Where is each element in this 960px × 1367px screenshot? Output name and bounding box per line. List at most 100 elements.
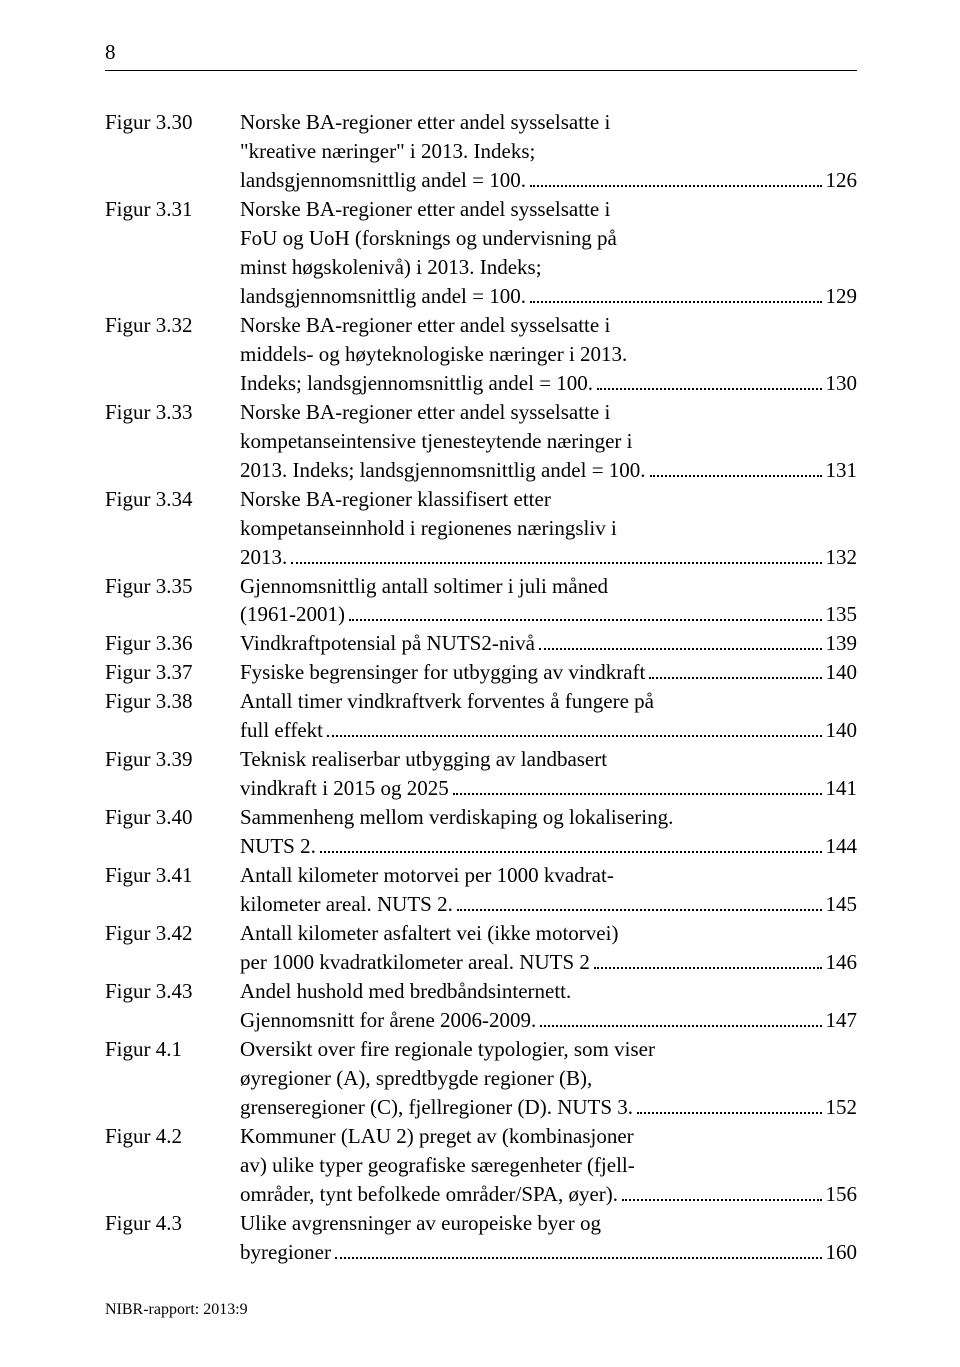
entry-line-dotted: Indeks; landsgjennomsnittlig andel = 100…: [240, 369, 857, 398]
entry-line-text: Indeks; landsgjennomsnittlig andel = 100…: [240, 369, 593, 398]
footer-text: NIBR-rapport: 2013:9: [105, 1301, 248, 1319]
entry-label: Figur 3.33: [105, 398, 240, 485]
entry-line: FoU og UoH (forsknings og undervisning p…: [240, 224, 857, 253]
entry-line-dotted: Fysiske begrensinger for utbygging av vi…: [240, 658, 857, 687]
toc-entry: Figur 3.39Teknisk realiserbar utbygging …: [105, 745, 857, 803]
entry-label: Figur 3.39: [105, 745, 240, 803]
toc-entry: Figur 3.40Sammenheng mellom verdiskaping…: [105, 803, 857, 861]
entry-line-text: 2013.: [240, 543, 287, 572]
toc-entry: Figur 3.34Norske BA-regioner klassifiser…: [105, 485, 857, 572]
entry-line-text: grenseregioner (C), fjellregioner (D). N…: [240, 1093, 633, 1122]
entry-line-text: områder, tynt befolkede områder/SPA, øye…: [240, 1180, 618, 1209]
entry-text: Norske BA-regioner klassifisert etterkom…: [240, 485, 857, 572]
entry-label: Figur 3.40: [105, 803, 240, 861]
entry-line: Sammenheng mellom verdiskaping og lokali…: [240, 803, 857, 832]
entry-label: Figur 3.41: [105, 861, 240, 919]
dot-leader: [530, 301, 822, 303]
entry-line: Antall timer vindkraftverk forventes å f…: [240, 687, 857, 716]
entry-line-dotted: områder, tynt befolkede områder/SPA, øye…: [240, 1180, 857, 1209]
entry-page-number: 141: [826, 774, 858, 803]
entry-label: Figur 3.32: [105, 311, 240, 398]
toc-entry: Figur 4.3Ulike avgrensninger av europeis…: [105, 1209, 857, 1267]
entry-label: Figur 4.3: [105, 1209, 240, 1267]
dot-leader: [335, 1257, 822, 1259]
entry-line-text: landsgjennomsnittlig andel = 100.: [240, 166, 526, 195]
entry-line: Andel hushold med bredbåndsinternett.: [240, 977, 857, 1006]
entry-text: Kommuner (LAU 2) preget av (kombinasjone…: [240, 1122, 857, 1209]
entry-text: Oversikt over fire regionale typologier,…: [240, 1035, 857, 1122]
entry-page-number: 131: [826, 456, 858, 485]
entry-label: Figur 4.1: [105, 1035, 240, 1122]
entry-text: Antall timer vindkraftverk forventes å f…: [240, 687, 857, 745]
entry-page-number: 130: [826, 369, 858, 398]
toc-entry: Figur 3.37Fysiske begrensinger for utbyg…: [105, 658, 857, 687]
entry-line: Ulike avgrensninger av europeiske byer o…: [240, 1209, 857, 1238]
entry-line-text: full effekt: [240, 716, 323, 745]
entry-line-dotted: Vindkraftpotensial på NUTS2-nivå139: [240, 629, 857, 658]
dot-leader: [349, 619, 822, 621]
entry-line: kompetanseintensive tjenesteytende nærin…: [240, 427, 857, 456]
entry-text: Sammenheng mellom verdiskaping og lokali…: [240, 803, 857, 861]
dot-leader: [594, 967, 822, 969]
toc-entry: Figur 3.32Norske BA-regioner etter andel…: [105, 311, 857, 398]
toc-entry: Figur 3.30Norske BA-regioner etter andel…: [105, 108, 857, 195]
entry-text: Gjennomsnittlig antall soltimer i juli m…: [240, 572, 857, 630]
entry-label: Figur 3.31: [105, 195, 240, 311]
entry-line-text: Gjennomsnitt for årene 2006-2009.: [240, 1006, 536, 1035]
entry-text: Antall kilometer motorvei per 1000 kvadr…: [240, 861, 857, 919]
entry-line-text: Vindkraftpotensial på NUTS2-nivå: [240, 629, 535, 658]
entry-line-text: per 1000 kvadratkilometer areal. NUTS 2: [240, 948, 590, 977]
entry-page-number: 140: [826, 716, 858, 745]
entry-line: Oversikt over fire regionale typologier,…: [240, 1035, 857, 1064]
entry-page-number: 156: [826, 1180, 858, 1209]
entry-label: Figur 3.37: [105, 658, 240, 687]
entry-label: Figur 3.34: [105, 485, 240, 572]
entry-text: Andel hushold med bredbåndsinternett.Gje…: [240, 977, 857, 1035]
entry-page-number: 140: [826, 658, 858, 687]
entry-text: Norske BA-regioner etter andel sysselsat…: [240, 311, 857, 398]
entry-line-text: landsgjennomsnittlig andel = 100.: [240, 282, 526, 311]
entry-line: Kommuner (LAU 2) preget av (kombinasjone…: [240, 1122, 857, 1151]
entry-text: Teknisk realiserbar utbygging av landbas…: [240, 745, 857, 803]
entry-line-dotted: landsgjennomsnittlig andel = 100. 129: [240, 282, 857, 311]
entry-label: Figur 4.2: [105, 1122, 240, 1209]
entry-line-dotted: 2013.132: [240, 543, 857, 572]
entry-line-text: (1961-2001): [240, 600, 345, 629]
toc-entry: Figur 3.43Andel hushold med bredbåndsint…: [105, 977, 857, 1035]
dot-leader: [649, 677, 821, 679]
entry-line: minst høgskolenivå) i 2013. Indeks;: [240, 253, 857, 282]
dot-leader: [637, 1112, 821, 1114]
toc-entry: Figur 3.35Gjennomsnittlig antall soltime…: [105, 572, 857, 630]
entry-page-number: 144: [826, 832, 858, 861]
entry-text: Norske BA-regioner etter andel sysselsat…: [240, 108, 857, 195]
entry-line-dotted: kilometer areal. NUTS 2.145: [240, 890, 857, 919]
dot-leader: [539, 648, 821, 650]
entry-page-number: 146: [826, 948, 858, 977]
page-number: 8: [105, 40, 116, 65]
dot-leader: [622, 1199, 821, 1201]
entry-text: Vindkraftpotensial på NUTS2-nivå139: [240, 629, 857, 658]
toc-content: Figur 3.30Norske BA-regioner etter andel…: [105, 108, 857, 1267]
toc-entry: Figur 3.31Norske BA-regioner etter andel…: [105, 195, 857, 311]
dot-leader: [650, 475, 822, 477]
entry-line: Gjennomsnittlig antall soltimer i juli m…: [240, 572, 857, 601]
entry-line: Norske BA-regioner etter andel sysselsat…: [240, 311, 857, 340]
entry-text: Fysiske begrensinger for utbygging av vi…: [240, 658, 857, 687]
entry-page-number: 129: [826, 282, 858, 311]
toc-entry: Figur 3.42Antall kilometer asfaltert vei…: [105, 919, 857, 977]
entry-page-number: 152: [826, 1093, 858, 1122]
entry-text: Norske BA-regioner etter andel sysselsat…: [240, 398, 857, 485]
entry-line-dotted: per 1000 kvadratkilometer areal. NUTS 2 1…: [240, 948, 857, 977]
header-rule: [105, 70, 857, 71]
entry-text: Ulike avgrensninger av europeiske byer o…: [240, 1209, 857, 1267]
entry-line-dotted: byregioner160: [240, 1238, 857, 1267]
entry-page-number: 145: [826, 890, 858, 919]
toc-entry: Figur 3.41Antall kilometer motorvei per …: [105, 861, 857, 919]
entry-line: Antall kilometer motorvei per 1000 kvadr…: [240, 861, 857, 890]
entry-line-dotted: vindkraft i 2015 og 2025141: [240, 774, 857, 803]
dot-leader: [457, 909, 822, 911]
dot-leader: [530, 185, 822, 187]
entry-label: Figur 3.30: [105, 108, 240, 195]
entry-text: Antall kilometer asfaltert vei (ikke mot…: [240, 919, 857, 977]
entry-line: Norske BA-regioner etter andel sysselsat…: [240, 108, 857, 137]
